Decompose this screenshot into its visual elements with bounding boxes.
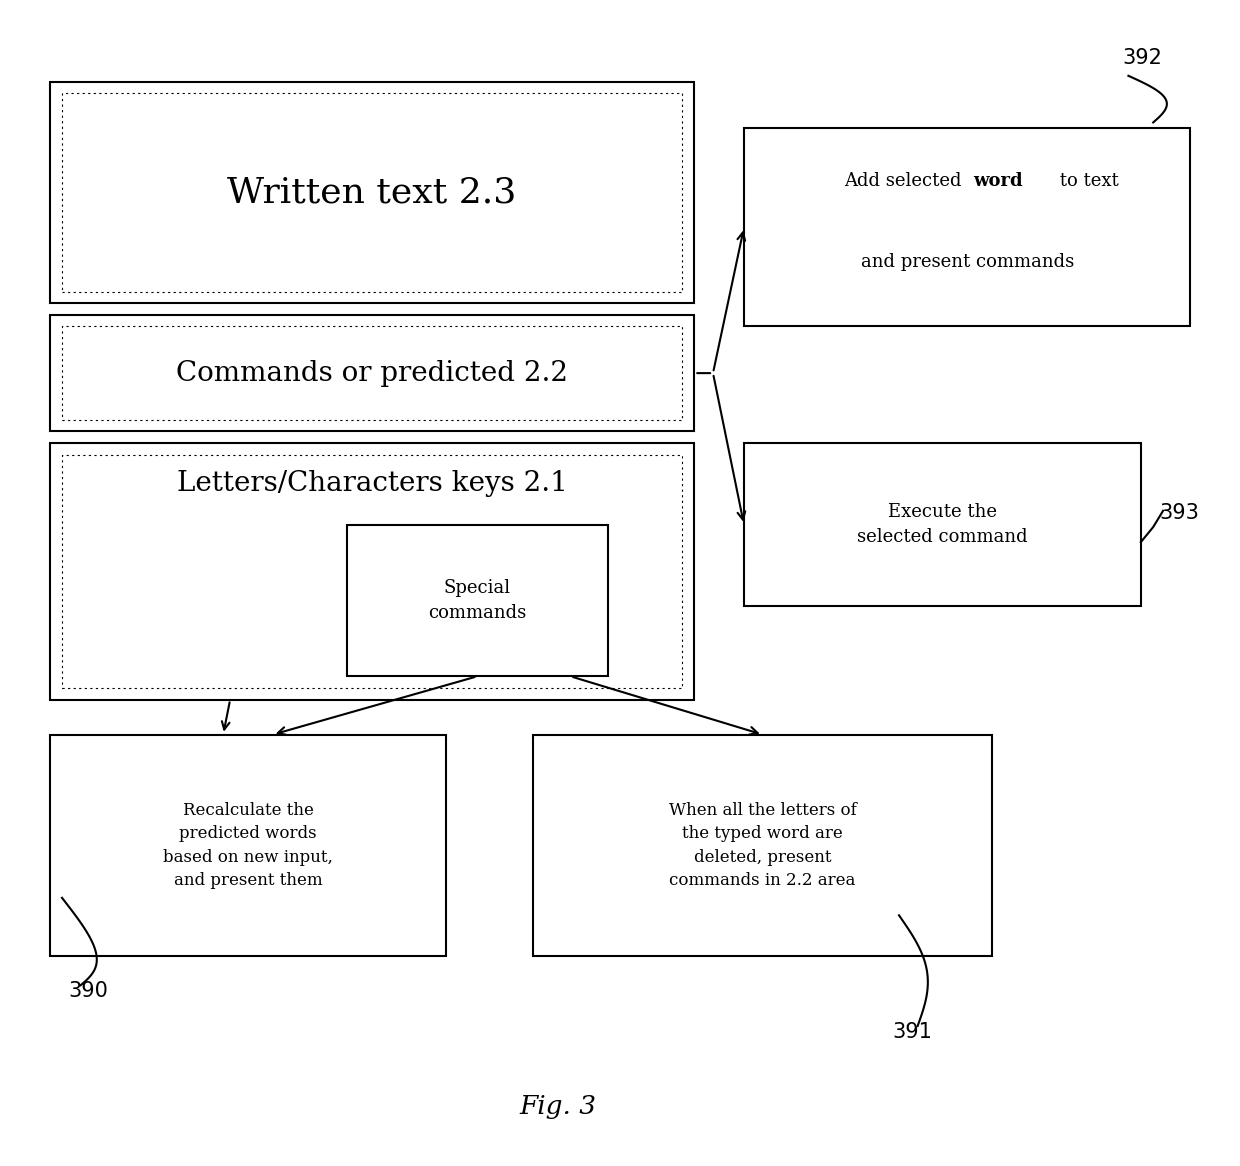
- Bar: [50, 443, 694, 700]
- Bar: [62, 455, 682, 688]
- Text: Add selected: Add selected: [844, 171, 967, 190]
- Text: Commands or predicted 2.2: Commands or predicted 2.2: [176, 359, 568, 387]
- Bar: [50, 735, 446, 956]
- Text: Special
commands: Special commands: [428, 580, 527, 621]
- Bar: [744, 443, 1141, 606]
- Text: Fig. 3: Fig. 3: [520, 1095, 596, 1119]
- Bar: [50, 315, 694, 431]
- Text: Written text 2.3: Written text 2.3: [227, 175, 517, 210]
- Bar: [50, 82, 694, 303]
- Text: to text: to text: [1054, 171, 1118, 190]
- Text: Recalculate the
predicted words
based on new input,
and present them: Recalculate the predicted words based on…: [164, 801, 332, 890]
- Bar: [347, 525, 608, 676]
- Text: 390: 390: [68, 981, 108, 1000]
- Text: Execute the
selected command: Execute the selected command: [857, 504, 1028, 546]
- Bar: [533, 735, 992, 956]
- Text: and present commands: and present commands: [861, 253, 1074, 272]
- Text: 393: 393: [1159, 503, 1199, 522]
- Text: Letters/Characters keys 2.1: Letters/Characters keys 2.1: [176, 470, 568, 498]
- Text: 392: 392: [1122, 48, 1162, 68]
- Bar: [744, 128, 1190, 326]
- Bar: [62, 93, 682, 292]
- Text: When all the letters of
the typed word are
deleted, present
commands in 2.2 area: When all the letters of the typed word a…: [668, 801, 857, 890]
- Text: word: word: [973, 171, 1023, 190]
- Text: 391: 391: [893, 1021, 932, 1041]
- Bar: [62, 326, 682, 420]
